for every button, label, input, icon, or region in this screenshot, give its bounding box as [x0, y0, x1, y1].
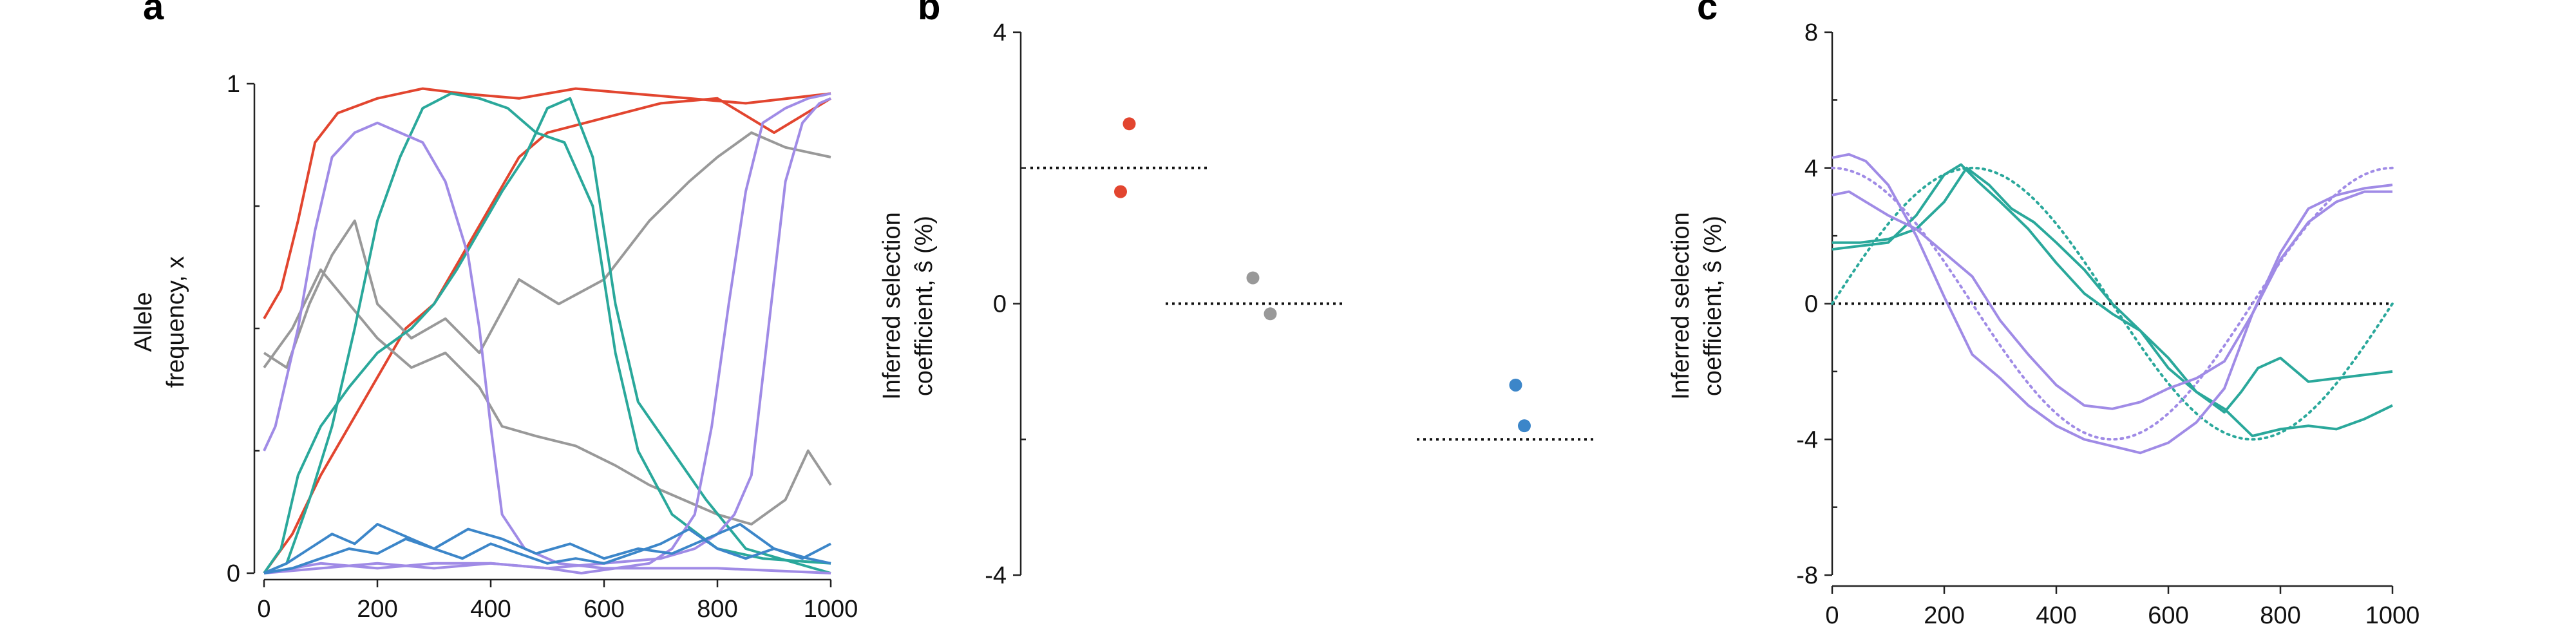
- panel-a-ylabel-line1: Allele: [130, 292, 157, 352]
- panel-c-xtick-label: 1000: [2365, 602, 2420, 629]
- panel-c-series-purple: [1832, 153, 2393, 455]
- panel-a-series-teal: [263, 92, 831, 574]
- panel-b-point-gray: [1246, 271, 1260, 285]
- panel-a-xtick-label: 600: [583, 596, 624, 623]
- panel-b-ylabel-line2: coefficient, ŝ (%): [911, 216, 938, 396]
- panel-b-letter: b: [918, 0, 940, 28]
- panel-c-xtick-label: 0: [1825, 602, 1839, 629]
- panel-c-xtick-label: 800: [2260, 602, 2300, 629]
- panel-c-xtick-label: 200: [1924, 602, 1964, 629]
- panel-a-ytick-label: 1: [227, 71, 240, 98]
- panel-c-xtick-label: 400: [2036, 602, 2076, 629]
- panel-c-ytick-label: 0: [1804, 291, 1818, 318]
- panel-a-series-purple: [263, 97, 831, 574]
- panel-a-xtick-label: 1000: [804, 596, 858, 623]
- panel-a-series-blue: [263, 527, 831, 574]
- panel-a-series-gray: [263, 131, 831, 369]
- panel-c-true-curve-teal: [1831, 166, 2394, 441]
- panel-c-plot: -8 -4 0 4 8 0 200 400 600 800 1000: [1796, 19, 2420, 629]
- panel-a-plot: 0 1 0 200 400 600 800 1000: [227, 71, 858, 623]
- panel-a-series-red: [263, 87, 831, 319]
- panel-c-ytick-label: 8: [1804, 19, 1818, 46]
- panel-c-series-teal: [1832, 163, 2393, 437]
- panel-c-ylabel-line2: coefficient, ŝ (%): [1700, 216, 1727, 396]
- panel-a-series-purple: [263, 92, 831, 574]
- panel-a-xtick-label: 0: [257, 596, 270, 623]
- panel-c-ytick-label: -8: [1796, 562, 1818, 589]
- panel-b-point-red: [1114, 185, 1127, 198]
- panel-a-ylabel-line2: frequency, x: [162, 256, 189, 388]
- panel-a-series-gray: [263, 268, 832, 526]
- panel-c-ytick-label: -4: [1796, 426, 1818, 453]
- panel-c-ytick-label: 4: [1804, 155, 1818, 182]
- panel-a-series-teal: [263, 97, 831, 574]
- panel-b-ylabel-line1: Inferred selection: [878, 212, 905, 400]
- panel-b-point-gray: [1264, 307, 1277, 321]
- panel-a-xtick-label: 200: [357, 596, 397, 623]
- panel-b-point-red: [1122, 117, 1136, 131]
- panel-c-series-purple: [1832, 190, 2392, 410]
- panel-b-point-blue: [1509, 378, 1522, 392]
- panel-c-ylabel-line1: Inferred selection: [1667, 212, 1694, 400]
- panel-a-series-red: [263, 97, 832, 574]
- panel-b-ytick-label: -4: [985, 562, 1007, 589]
- panel-a-xtick-label: 800: [697, 596, 737, 623]
- panel-a-letter: a: [143, 0, 164, 28]
- panel-b-ytick-label: 0: [993, 291, 1007, 318]
- panel-b-plot: -4 0 4: [985, 19, 1597, 589]
- panel-a-xtick-label: 400: [470, 596, 511, 623]
- panel-b-point-blue: [1518, 419, 1531, 433]
- panel-c-xtick-label: 600: [2148, 602, 2188, 629]
- panel-b-ytick-label: 4: [993, 19, 1007, 46]
- panel-a-ytick-label: 0: [227, 560, 240, 587]
- panel-c-series-teal: [1832, 166, 2393, 414]
- panel-a-series-purple: [263, 121, 831, 574]
- panel-a-series-blue: [263, 523, 831, 574]
- panel-c-letter: c: [1697, 0, 1718, 28]
